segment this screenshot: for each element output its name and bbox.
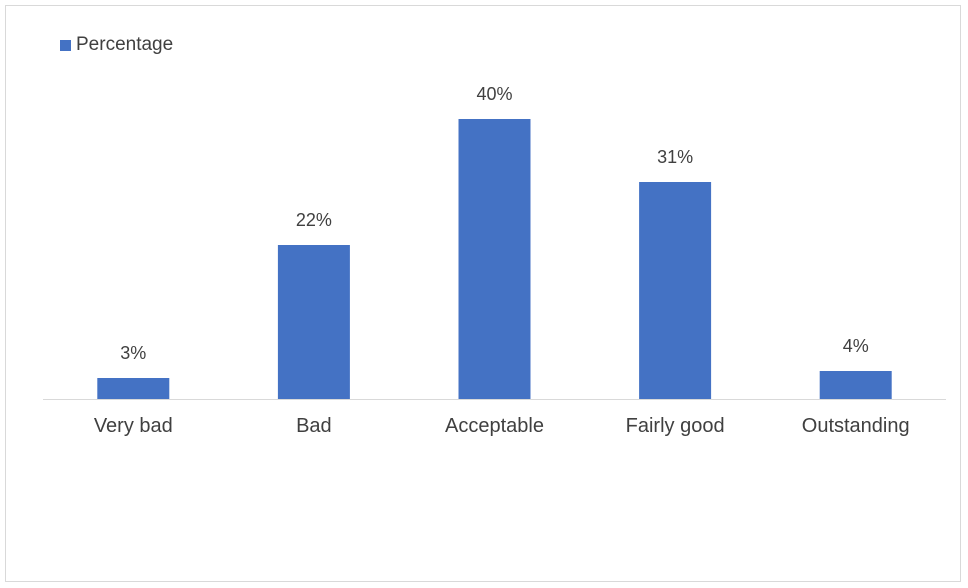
data-label: 22% [296, 210, 332, 230]
legend: Percentage [60, 34, 173, 56]
data-label: 31% [657, 147, 693, 167]
data-label: 3% [120, 343, 146, 363]
category-label: Acceptable [445, 415, 544, 437]
bar-fairly-good [639, 182, 712, 399]
legend-swatch [60, 39, 71, 51]
data-label: 4% [843, 336, 869, 356]
category-label: Outstanding [802, 415, 910, 437]
data-label: 40% [476, 84, 512, 104]
category-label: Fairly good [626, 415, 725, 437]
legend-label: Percentage [76, 34, 174, 55]
bar-acceptable [458, 119, 531, 399]
bar-very-bad [97, 378, 170, 399]
bar-bad [277, 245, 350, 399]
category-label: Bad [296, 415, 332, 437]
bar-outstanding [819, 371, 892, 399]
category-label: Very bad [94, 415, 173, 437]
